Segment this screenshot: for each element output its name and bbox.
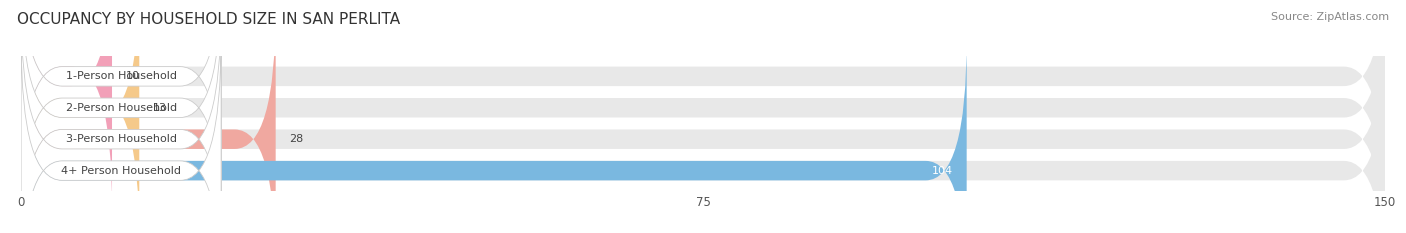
FancyBboxPatch shape <box>21 0 139 233</box>
Text: Source: ZipAtlas.com: Source: ZipAtlas.com <box>1271 12 1389 22</box>
Text: 1-Person Household: 1-Person Household <box>66 71 177 81</box>
FancyBboxPatch shape <box>21 0 221 233</box>
Text: 104: 104 <box>932 166 953 176</box>
Text: 4+ Person Household: 4+ Person Household <box>60 166 181 176</box>
FancyBboxPatch shape <box>21 39 221 233</box>
Text: 2-Person Household: 2-Person Household <box>66 103 177 113</box>
Text: 13: 13 <box>153 103 167 113</box>
FancyBboxPatch shape <box>21 0 221 208</box>
Text: 28: 28 <box>290 134 304 144</box>
FancyBboxPatch shape <box>21 0 112 208</box>
FancyBboxPatch shape <box>21 0 1385 233</box>
Text: OCCUPANCY BY HOUSEHOLD SIZE IN SAN PERLITA: OCCUPANCY BY HOUSEHOLD SIZE IN SAN PERLI… <box>17 12 399 27</box>
FancyBboxPatch shape <box>21 0 1385 208</box>
FancyBboxPatch shape <box>21 7 1385 233</box>
FancyBboxPatch shape <box>21 39 967 233</box>
Text: 3-Person Household: 3-Person Household <box>66 134 177 144</box>
FancyBboxPatch shape <box>21 7 221 233</box>
FancyBboxPatch shape <box>21 7 276 233</box>
FancyBboxPatch shape <box>21 39 1385 233</box>
Text: 10: 10 <box>125 71 139 81</box>
